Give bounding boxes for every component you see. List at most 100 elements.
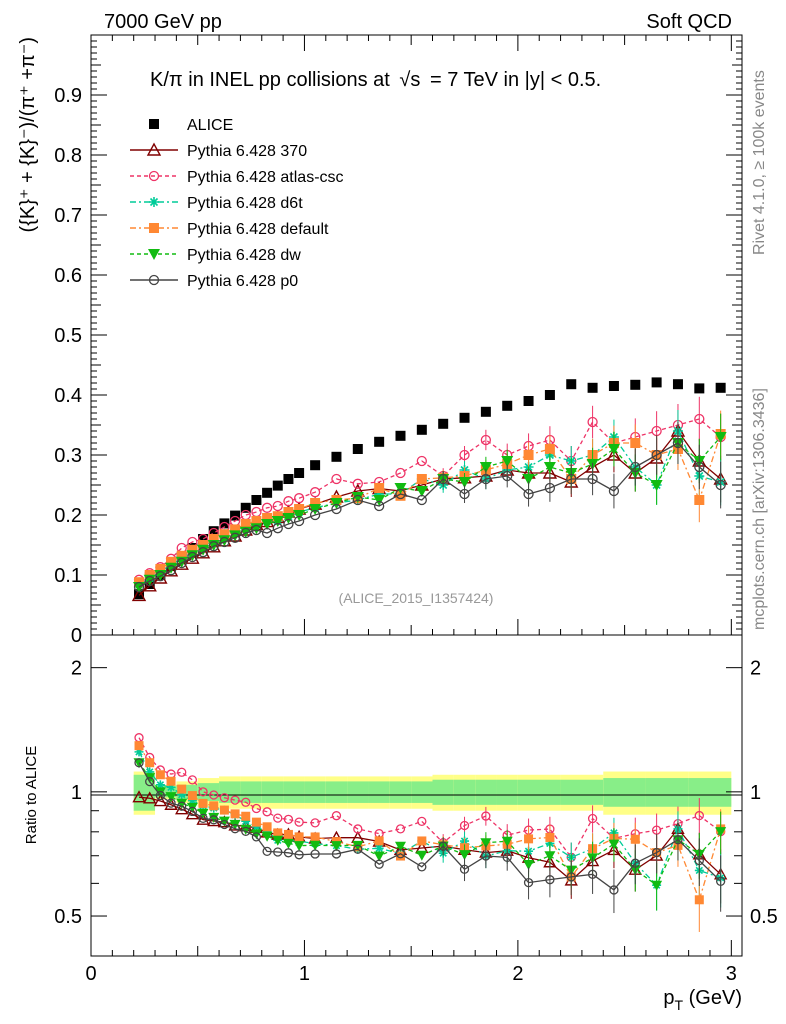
main-y-tick-label: 0.9 <box>54 85 82 107</box>
data-point <box>273 813 283 823</box>
data-point <box>283 829 293 839</box>
x-axis-label: pT (GeV) <box>663 987 742 1013</box>
data-point <box>394 483 407 494</box>
legend: ALICE Pythia 6.428 370 Pythia 6.428 atlas-… <box>130 117 344 290</box>
band-inner-segment <box>688 778 732 807</box>
data-point <box>630 379 641 390</box>
legend-label: Pythia 6.428 atlas-csc <box>187 169 344 186</box>
data-point <box>373 500 385 512</box>
data-point <box>480 473 492 485</box>
band-inner-segment <box>325 781 348 803</box>
band-inner-segment <box>261 781 284 803</box>
legend-label: Pythia 6.428 d6t <box>187 195 303 212</box>
data-point <box>587 382 598 393</box>
band-inner-segment <box>240 781 262 803</box>
data-point <box>694 413 705 425</box>
data-point <box>293 841 305 852</box>
data-point <box>651 880 663 891</box>
main-y-tick-label: 0.1 <box>54 565 82 587</box>
main-y-tick-label: 0.5 <box>54 325 82 347</box>
data-point <box>261 831 273 842</box>
band-inner-segment <box>411 781 433 803</box>
data-point <box>417 862 427 872</box>
series-line <box>138 433 722 583</box>
band-inner-segment <box>347 781 369 803</box>
data-point <box>148 170 160 182</box>
data-point <box>544 851 556 862</box>
data-point <box>251 495 262 505</box>
data-point <box>166 556 177 567</box>
data-point <box>144 575 155 587</box>
legend-label: Pythia 6.428 370 <box>187 143 307 160</box>
series-0 <box>134 377 726 600</box>
data-point <box>145 776 155 787</box>
series-4 <box>134 410 726 932</box>
axis-ticks: 0 1 2 3 0 0.1 0.2 0.3 0.4 0.5 0.6 0.7 0.8 0.9 0.5 0.5 1 1… <box>54 35 778 985</box>
data-point <box>459 488 470 500</box>
category-label: Soft QCD <box>646 11 732 33</box>
data-point <box>241 826 251 837</box>
data-point <box>293 510 306 521</box>
energy-label: 7000 GeV pp <box>104 11 222 33</box>
data-point <box>651 449 662 461</box>
data-point <box>134 589 145 600</box>
data-point <box>523 396 534 406</box>
data-point <box>566 379 577 390</box>
data-point <box>209 790 219 800</box>
data-point <box>523 877 534 888</box>
ratio-series-line <box>138 762 722 887</box>
data-point <box>459 449 470 461</box>
data-point <box>587 869 598 879</box>
analysis-id: (ALICE_2015_I1357424) <box>339 590 494 606</box>
data-point <box>283 518 294 530</box>
legend-label: Pythia 6.428 default <box>187 221 329 238</box>
band-inner-segment <box>560 779 604 805</box>
main-y-axis-label: ({K}⁺ + {K}⁻)/(π⁺ +π⁻) <box>17 37 39 232</box>
data-point <box>241 797 251 807</box>
data-point <box>353 824 363 834</box>
data-point <box>417 836 427 846</box>
data-point <box>145 767 155 777</box>
data-point <box>395 490 406 501</box>
main-y-tick-label: 0.7 <box>54 205 82 227</box>
data-point <box>716 876 726 886</box>
band-inner-segment <box>453 779 476 805</box>
data-point <box>283 474 294 484</box>
data-point <box>502 470 513 482</box>
data-point <box>187 775 198 785</box>
data-point <box>309 840 321 851</box>
data-point <box>187 551 198 563</box>
data-point <box>283 848 294 858</box>
data-point <box>177 767 187 777</box>
data-point <box>416 474 427 484</box>
data-point <box>155 571 166 582</box>
data-point <box>273 847 283 857</box>
data-point <box>229 532 241 543</box>
data-point <box>209 815 219 825</box>
data-point <box>480 434 492 446</box>
data-point <box>310 849 320 859</box>
data-point <box>262 807 272 817</box>
x-tick-label: 2 <box>512 963 523 985</box>
data-point <box>415 486 428 497</box>
data-point <box>251 832 262 842</box>
data-point <box>544 482 556 494</box>
data-point <box>208 534 219 544</box>
data-point <box>694 495 705 505</box>
data-point <box>165 565 177 576</box>
data-point <box>438 473 449 485</box>
legend-entry: Pythia 6.428 p0 <box>130 273 298 290</box>
data-point <box>438 418 449 429</box>
title-rest: = 7 TeV in |y| < 0.5. <box>430 69 601 91</box>
data-point <box>294 832 304 842</box>
data-point <box>715 827 727 838</box>
data-point <box>198 813 208 823</box>
data-point <box>155 770 165 780</box>
data-point <box>309 509 321 521</box>
ratio-y-tick-label-right: 1 <box>750 782 761 804</box>
data-point <box>310 460 321 471</box>
data-point <box>630 438 641 448</box>
data-point <box>694 855 704 866</box>
data-point <box>251 803 262 814</box>
main-y-tick-label: 0.8 <box>54 145 82 167</box>
